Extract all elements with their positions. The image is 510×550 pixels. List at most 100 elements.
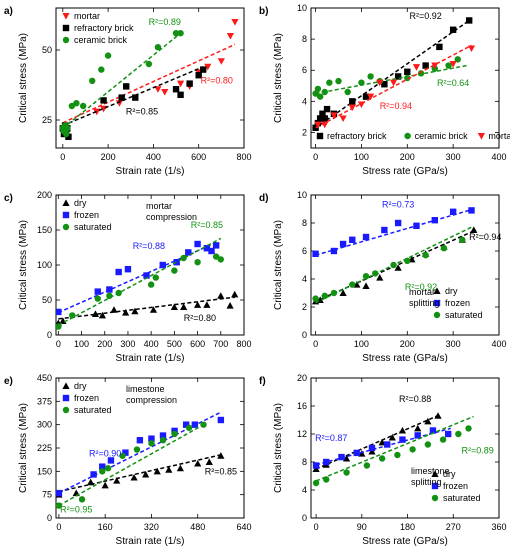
data-point	[409, 446, 416, 453]
plot-frame	[310, 377, 500, 519]
data-point	[170, 303, 178, 310]
data-point	[62, 382, 70, 389]
data-point	[424, 441, 432, 448]
legend: mortar refractory brick ceramic brick	[62, 11, 134, 45]
r2-label: R²=0.88	[399, 394, 431, 404]
data-point	[433, 299, 441, 307]
data-point	[477, 133, 485, 140]
data-point	[62, 199, 70, 206]
data-point	[217, 452, 225, 459]
data-point	[388, 433, 396, 441]
data-point	[376, 79, 384, 87]
data-point	[330, 289, 338, 297]
data-point	[159, 432, 167, 439]
data-point	[98, 311, 107, 319]
fit-line	[62, 66, 204, 127]
data-layer	[312, 17, 476, 131]
data-point	[226, 302, 234, 309]
data-point	[394, 73, 402, 80]
data-layer	[56, 411, 225, 509]
fit-line	[62, 43, 236, 124]
panel-letter: c)	[4, 193, 13, 204]
panel-letter: b)	[259, 6, 268, 17]
data-point	[143, 272, 150, 279]
data-point	[99, 463, 106, 470]
legend-label: mortar	[488, 131, 510, 141]
r2-label: R²=0.90	[89, 448, 121, 458]
y-tick-label: 6	[302, 246, 307, 256]
x-tick-label: 0	[60, 152, 65, 162]
x-tick-label: 90	[357, 522, 367, 532]
legend: dry frozen saturated	[433, 286, 483, 320]
data-point	[153, 467, 161, 475]
x-tick-label: 400	[146, 152, 161, 162]
legend-label: refractory brick	[327, 131, 387, 141]
series-frozen	[56, 411, 225, 497]
data-point	[115, 289, 122, 297]
y-tick-label: 16	[297, 401, 307, 411]
y-tick-label: 300	[37, 420, 52, 430]
data-point	[468, 207, 475, 214]
data-layer	[56, 237, 239, 330]
data-point	[358, 450, 366, 457]
data-point	[363, 462, 371, 469]
panel-letter: e)	[4, 376, 13, 387]
x-tick-label: 270	[446, 522, 461, 532]
data-point	[467, 45, 476, 53]
data-point	[390, 261, 397, 269]
series-saturated	[56, 421, 207, 509]
x-tick-label: 0	[56, 522, 61, 532]
data-point	[404, 74, 411, 82]
data-point	[422, 62, 429, 69]
data-point	[231, 290, 239, 298]
data-point	[122, 449, 129, 456]
data-point	[431, 482, 439, 490]
data-point	[378, 455, 386, 462]
x-tick-label: 0	[313, 152, 318, 162]
data-point	[449, 208, 457, 215]
fit-line	[58, 296, 235, 320]
series-saturated	[312, 226, 472, 304]
y-tick-label: 6	[302, 65, 307, 75]
data-point	[433, 287, 441, 294]
data-point	[203, 245, 211, 252]
panel-f: f) 0 90 180 270 360 0 4 8 12 16 20 Stress rate (GPa…	[259, 373, 507, 547]
panel-b: b) 0 100 200 300 400 2 4 6 8 10 Stress rate (GPa/s…	[259, 3, 510, 177]
data-point	[330, 112, 338, 119]
x-tick-label: 400	[144, 339, 159, 349]
data-point	[119, 452, 126, 459]
data-point	[62, 406, 70, 414]
x-tick-label: 0	[313, 339, 318, 349]
r2-label: R²=0.94	[469, 232, 501, 242]
data-point	[339, 240, 347, 248]
x-tick-label: 0	[56, 339, 61, 349]
x-tick-label: 800	[236, 152, 251, 162]
data-point	[180, 303, 188, 310]
data-point	[339, 115, 347, 123]
r2-label: R²=0.85	[191, 220, 223, 230]
data-point	[335, 77, 342, 85]
y-axis-label: Critical stress (MPa)	[273, 403, 284, 493]
data-point	[362, 233, 370, 241]
data-point	[142, 470, 150, 478]
data-point	[312, 465, 320, 472]
y-tick-label: 50	[42, 45, 52, 55]
annotation-line: splitting	[411, 477, 442, 487]
data-point	[56, 489, 63, 497]
data-point	[330, 247, 338, 255]
x-tick-label: 320	[144, 522, 159, 532]
series-dry	[56, 290, 239, 327]
data-point	[171, 267, 178, 274]
legend-label: frozen	[74, 210, 99, 220]
data-point	[136, 437, 144, 444]
fit-line	[58, 453, 224, 493]
data-point	[98, 66, 105, 73]
data-point	[194, 259, 201, 266]
legend-label: saturated	[74, 222, 112, 232]
data-point	[399, 436, 406, 443]
data-point	[321, 292, 328, 299]
r2-label: R²=0.87	[315, 433, 347, 443]
data-point	[172, 86, 180, 93]
data-point	[362, 93, 370, 100]
data-point	[62, 394, 70, 402]
